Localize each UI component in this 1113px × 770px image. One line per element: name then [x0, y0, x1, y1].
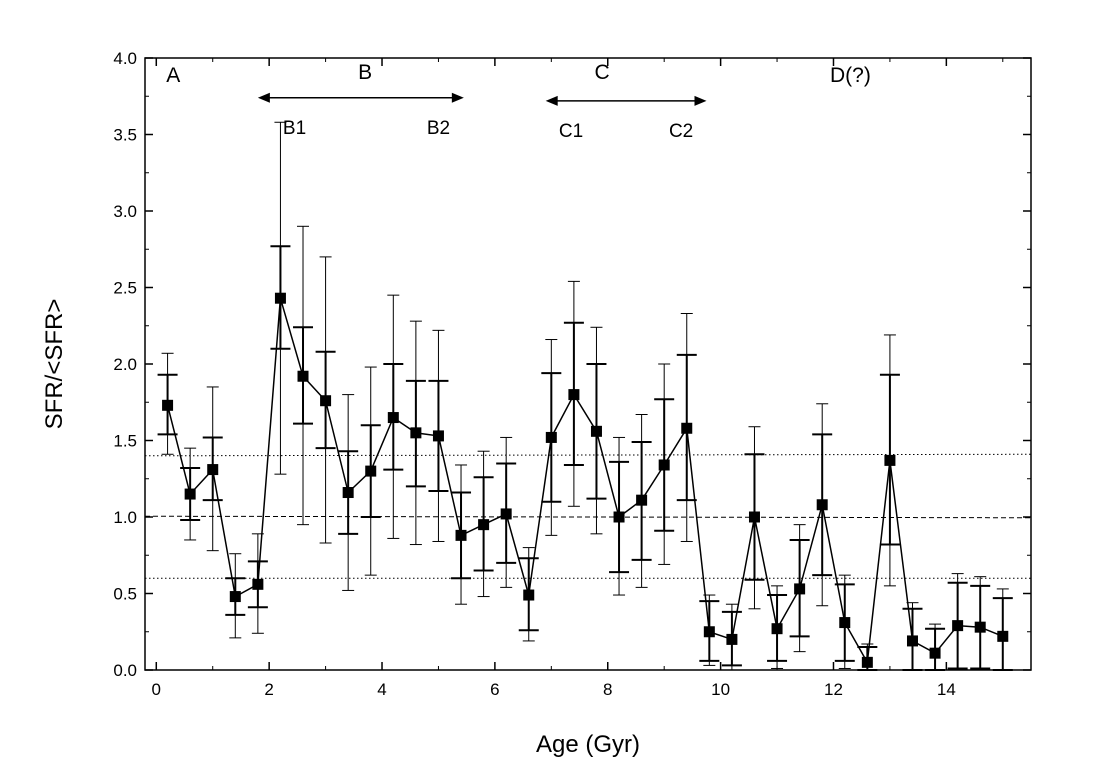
y-tick-label: 0.0 — [113, 661, 137, 680]
period-arrows — [257, 92, 707, 106]
arrow-head-left-B — [257, 92, 270, 103]
y-tick-label: 4.0 — [113, 49, 137, 68]
data-point — [207, 464, 219, 476]
y-tick-label: 2.0 — [113, 355, 137, 374]
arrow-head-left-C — [545, 95, 558, 106]
data-point — [771, 623, 783, 635]
data-point — [500, 508, 512, 520]
data-point — [320, 395, 332, 407]
data-point — [952, 620, 964, 632]
data-point — [636, 494, 648, 506]
annotation-B1: B1 — [283, 118, 306, 139]
data-point — [884, 454, 896, 466]
annotation-B2: B2 — [427, 118, 450, 139]
data-point — [658, 459, 670, 471]
data-point — [929, 647, 941, 659]
annotation-C: C — [595, 61, 610, 84]
data-point — [545, 431, 557, 443]
y-tick-label: 3.5 — [113, 126, 137, 145]
annotation-C2: C2 — [669, 121, 693, 142]
data-point — [613, 511, 625, 523]
data-point — [432, 430, 444, 442]
data-point — [816, 499, 828, 511]
data-point — [997, 630, 1009, 642]
annotations: A B C D(?) B1 B2 C1 C2 — [166, 61, 871, 142]
data-point — [478, 519, 490, 531]
data-point — [974, 621, 986, 633]
x-tick-label: 2 — [264, 680, 273, 699]
series-line — [166, 297, 1004, 665]
y-tick-label: 1.5 — [113, 432, 137, 451]
data-point — [410, 427, 422, 439]
y-tick-label: 2.5 — [113, 279, 137, 298]
x-tick-label: 6 — [490, 680, 499, 699]
data-point — [184, 488, 196, 500]
annotation-B: B — [358, 61, 372, 84]
data-point — [387, 412, 399, 424]
data-point — [794, 583, 806, 595]
y-tick-label: 0.5 — [113, 585, 137, 604]
x-tick-label: 0 — [152, 680, 161, 699]
data-point — [455, 529, 467, 541]
x-tick-label: 4 — [377, 680, 386, 699]
x-axis-title: Age (Gyr) — [536, 731, 640, 758]
x-tick-label: 14 — [937, 680, 956, 699]
data-point — [861, 656, 873, 668]
data-point — [748, 511, 760, 523]
data-point — [365, 465, 377, 477]
x-tick-label: 8 — [603, 680, 612, 699]
x-tick-label: 10 — [711, 680, 730, 699]
y-tick-label: 3.0 — [113, 202, 137, 221]
data-point — [703, 626, 715, 638]
data-point — [523, 589, 535, 601]
arrow-head-right-B — [451, 92, 464, 103]
arrow-head-right-C — [694, 95, 707, 106]
y-axis-title: SFR/<SFR> — [41, 299, 68, 430]
annotation-C1: C1 — [559, 121, 583, 142]
data-point — [726, 633, 738, 645]
data-point — [839, 617, 851, 629]
reference-lines — [144, 453, 1032, 579]
series-line-sfr — [166, 297, 1004, 665]
reference-line-mean — [144, 515, 1032, 519]
annotation-D: D(?) — [830, 64, 871, 87]
data-point — [590, 425, 602, 437]
reference-line-upper — [144, 453, 1032, 457]
data-point — [229, 591, 241, 603]
axes: 0 2 4 6 8 10 12 14 0.0 0.5 1.0 1.5 2.0 2.5 3.0 3.5 4.0 — [113, 49, 1032, 699]
data-point — [568, 389, 580, 401]
x-tick-label: 12 — [824, 680, 843, 699]
data-point — [162, 399, 174, 411]
y-tick-label: 1.0 — [113, 508, 137, 527]
data-point — [297, 370, 309, 382]
data-point — [274, 292, 286, 304]
data-point — [252, 578, 264, 590]
data-point — [342, 487, 354, 499]
data-point — [906, 635, 918, 647]
data-points — [162, 292, 1009, 668]
annotation-A: A — [166, 64, 180, 87]
data-point — [681, 422, 693, 434]
error-bars — [157, 121, 1013, 671]
